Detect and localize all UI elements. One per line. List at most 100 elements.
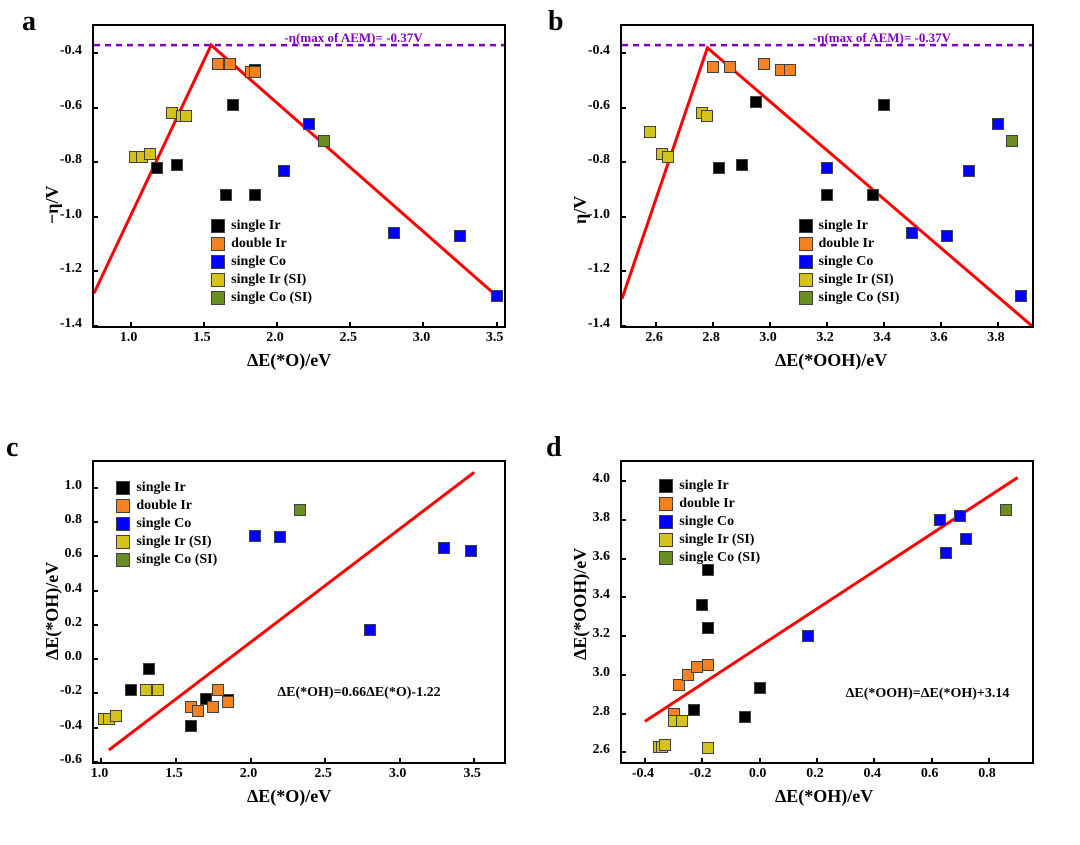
legend-label: double Ir [819,236,875,252]
legend: single Irdouble Irsingle Cosingle Ir (SI… [659,477,760,567]
x-tick: 3.0 [759,330,777,346]
y-tick: -0.8 [42,152,82,168]
x-tick: 2.8 [702,330,720,346]
x-tick: 0.8 [978,766,996,782]
legend: single Irdouble Irsingle Cosingle Ir (SI… [116,479,217,569]
data-point-single_Ir [143,663,155,675]
data-point-single_Co [274,531,286,543]
data-point-double_Ir [192,705,204,717]
data-point-single_Ir [227,99,239,111]
plot-area-c: ΔE(*OH)=0.66ΔE(*O)-1.22 single Irdouble I… [92,460,506,764]
aem-max-label: -η(max of AEM)= -0.37V [813,30,951,46]
y-tick: -0.4 [42,43,82,59]
legend-label: single Co (SI) [819,290,900,306]
legend-label: single Ir (SI) [819,272,894,288]
y-axis-label: ΔE(*OOH)/eV [570,548,591,660]
data-point-single_Co [963,165,975,177]
x-tick: 1.5 [165,766,183,782]
plot-area-a: -η(max of AEM)= -0.37V single Irdouble Ir… [92,24,506,328]
y-tick: -0.8 [570,152,610,168]
y-tick: 0.8 [42,512,82,528]
data-point-single_Co [1015,290,1027,302]
legend-label: single Co [819,254,874,270]
data-point-single_Ir [713,162,725,174]
legend-swatch [116,481,130,495]
data-point-single_Ir [750,96,762,108]
legend-item-single_Ir: single Ir [211,217,312,235]
aem-max-label: -η(max of AEM)= -0.37V [284,30,422,46]
legend-item-double_Ir: double Ir [659,495,760,513]
data-point-single_Co [906,227,918,239]
legend-swatch [116,535,130,549]
data-point-single_Co [940,547,952,559]
x-axis-label: ΔE(*O)/eV [247,350,331,371]
legend-item-single_Co_SI: single Co (SI) [799,289,900,307]
y-axis-label: ΔE(*OH)/eV [42,562,63,660]
legend-label: single Co [679,514,734,530]
legend-swatch [211,255,225,269]
legend-item-single_Ir: single Ir [659,477,760,495]
legend-item-single_Co: single Co [116,515,217,533]
fit-equation: ΔE(*OH)=0.66ΔE(*O)-1.22 [277,685,440,701]
x-tick: 2.0 [266,330,284,346]
data-point-double_Ir [222,696,234,708]
data-point-single_Ir [171,159,183,171]
legend-swatch [659,551,673,565]
y-tick: 4.0 [570,471,610,487]
data-point-single_Co [278,165,290,177]
x-axis-label: ΔE(*OH)/eV [775,786,873,807]
legend-item-single_Co: single Co [211,253,312,271]
plot-area-b: -η(max of AEM)= -0.37V single Ir double Ir… [620,24,1034,328]
data-point-single_Ir_SI [180,110,192,122]
data-point-single_Co [960,533,972,545]
x-tick: 3.8 [987,330,1005,346]
x-tick: 0.4 [864,766,882,782]
x-tick: 2.5 [340,330,358,346]
x-tick: 1.0 [120,330,138,346]
x-tick: 2.6 [645,330,663,346]
x-tick: -0.2 [689,766,711,782]
legend-label: single Ir [819,218,868,234]
data-point-double_Ir [249,66,261,78]
x-tick: 0.2 [806,766,824,782]
y-tick: -0.6 [42,752,82,768]
legend-item-single_Ir_SI: single Ir (SI) [116,533,217,551]
x-tick: 1.0 [91,766,109,782]
x-axis-label: ΔE(*O)/eV [247,786,331,807]
legend-label: single Co (SI) [679,550,760,566]
legend-item-single_Co_SI: single Co (SI) [659,549,760,567]
x-tick: 3.5 [486,330,504,346]
legend-swatch [659,479,673,493]
data-point-double_Ir [707,61,719,73]
legend-label: double Ir [231,236,287,252]
x-tick: 2.0 [240,766,258,782]
legend-item-single_Co_SI: single Co (SI) [116,551,217,569]
x-tick: 3.4 [873,330,891,346]
y-tick: 3.8 [570,510,610,526]
data-point-single_Ir [249,189,261,201]
data-point-single_Co [802,630,814,642]
data-point-single_Co [303,118,315,130]
x-tick: 0.0 [749,766,767,782]
data-point-single_Ir_SI [659,739,671,751]
figure-root: a-η(max of AEM)= -0.37Vsingle Irdouble I… [0,0,1080,845]
data-point-double_Ir [758,58,770,70]
legend-swatch [799,273,813,287]
data-point-single_Ir_SI [644,126,656,138]
y-tick: -1.2 [42,261,82,277]
y-tick: 2.6 [570,742,610,758]
data-point-single_Ir [736,159,748,171]
legend-item-double_Ir: double Ir [799,235,900,253]
data-point-single_Ir [696,599,708,611]
data-point-single_Ir [125,684,137,696]
legend-swatch [799,219,813,233]
data-point-single_Co_SI [294,504,306,516]
y-axis-label: η/V [570,196,591,224]
data-point-single_Ir [821,189,833,201]
legend-label: single Ir (SI) [136,534,211,550]
legend-swatch [116,517,130,531]
data-point-double_Ir [702,659,714,671]
data-point-single_Co [954,510,966,522]
y-tick: -0.2 [42,683,82,699]
legend-label: single Co (SI) [136,552,217,568]
